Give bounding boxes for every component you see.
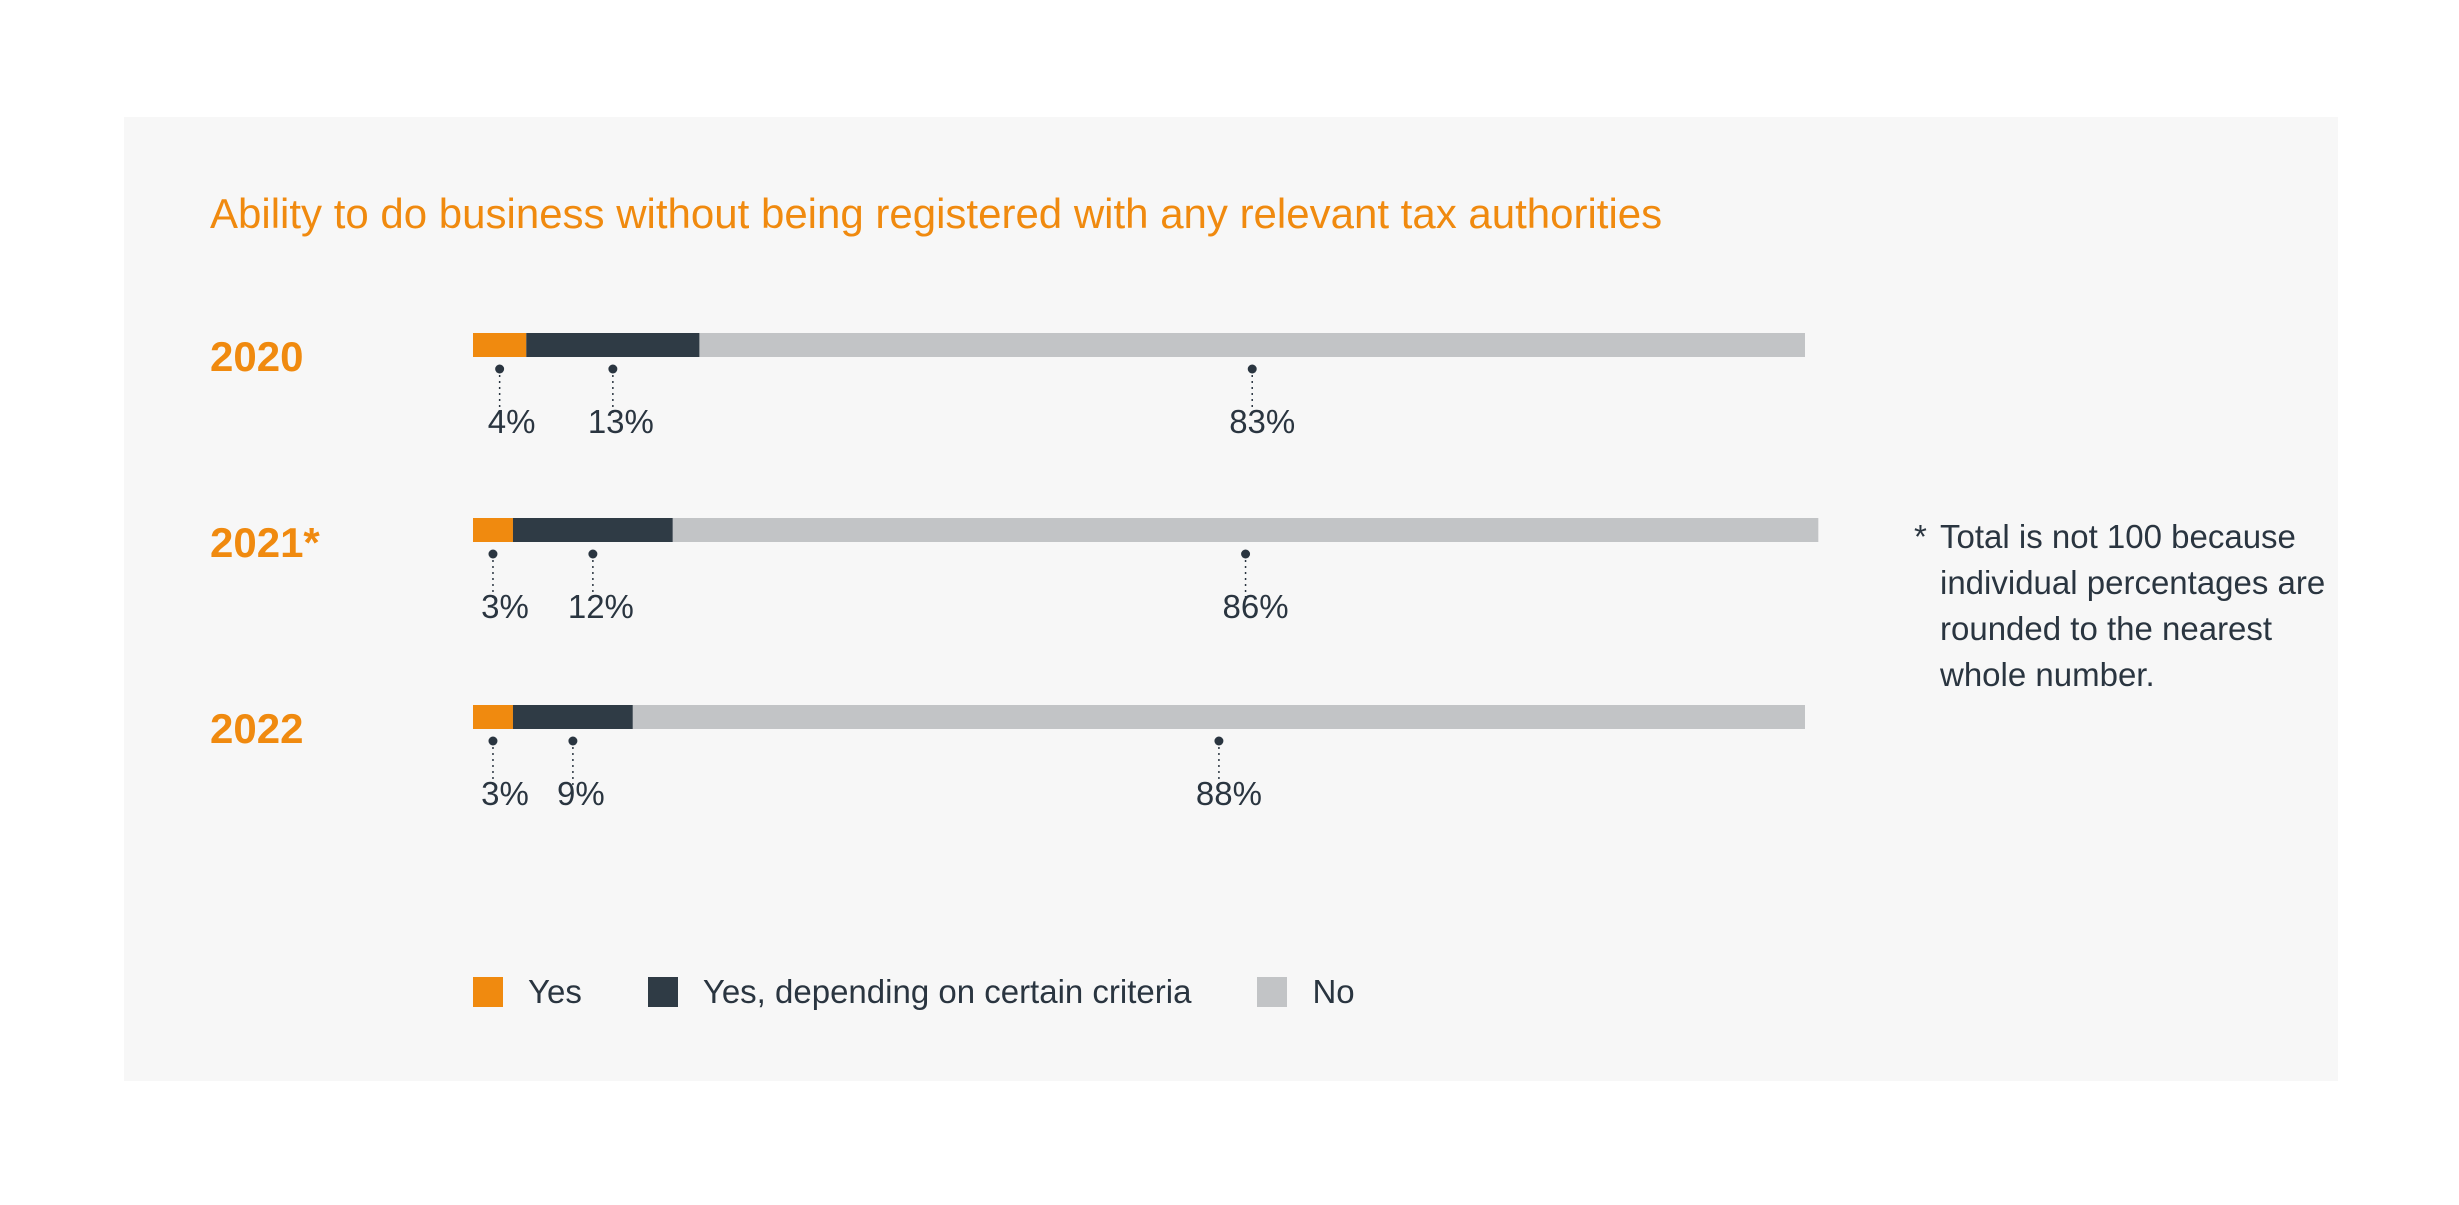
year-label-2020: 2020 — [210, 333, 304, 380]
chart-panel — [124, 117, 2338, 1081]
value-label-no-2021: 86% — [1223, 588, 1289, 625]
year-label-2022: 2022 — [210, 705, 304, 752]
bar-group-2020: 4% 13% 83% — [473, 333, 1806, 440]
legend-item-yes-criteria: Yes, depending on certain criteria — [647, 973, 1192, 1011]
bar-segment-no-2020 — [699, 333, 1806, 357]
value-label-yes-2021: 3% — [481, 588, 529, 625]
legend: Yes Yes, depending on certain criteria N… — [473, 972, 1421, 1012]
value-label-no-2020: 83% — [1229, 403, 1295, 440]
bar-group-2021: 3% 12% 86% — [473, 518, 1819, 625]
legend-item-no: No — [1257, 973, 1355, 1011]
bar-segment-yes-2022 — [473, 705, 513, 729]
bar-segment-no-2021 — [672, 518, 1819, 542]
legend-label-yes: Yes — [528, 973, 582, 1010]
bar-segment-yes-2020 — [473, 333, 527, 357]
value-label-yes-criteria-2020: 13% — [588, 403, 654, 440]
value-label-no-2022: 88% — [1196, 775, 1262, 812]
footnote: * Total is not 100 because individual pe… — [1914, 514, 2334, 698]
legend-swatch-yes-criteria — [647, 977, 678, 1007]
bar-segment-yes-criteria-2021 — [512, 518, 673, 542]
bar-segment-no-2022 — [632, 705, 1805, 729]
bar-segment-yes-criteria-2022 — [512, 705, 633, 729]
value-label-yes-2020: 4% — [488, 403, 536, 440]
year-label-2021: 2021* — [210, 519, 320, 566]
footnote-marker: * — [1914, 518, 1927, 555]
legend-swatch-no — [1257, 977, 1288, 1007]
value-label-yes-criteria-2022: 9% — [557, 775, 605, 812]
footnote-text: Total is not 100 because individual perc… — [1940, 518, 2326, 693]
legend-swatch-yes — [473, 977, 503, 1007]
chart-title: Ability to do business without being reg… — [210, 190, 1663, 237]
bar-segment-yes-criteria-2020 — [526, 333, 700, 357]
bar-segment-yes-2021 — [473, 518, 513, 542]
legend-label-no: No — [1312, 973, 1355, 1010]
legend-label-yes-criteria: Yes, depending on certain criteria — [702, 973, 1192, 1010]
legend-item-yes: Yes — [473, 973, 582, 1011]
bar-group-2022: 3% 9% 88% — [473, 705, 1805, 812]
value-label-yes-2022: 3% — [481, 775, 529, 812]
value-label-yes-criteria-2021: 12% — [568, 588, 634, 625]
